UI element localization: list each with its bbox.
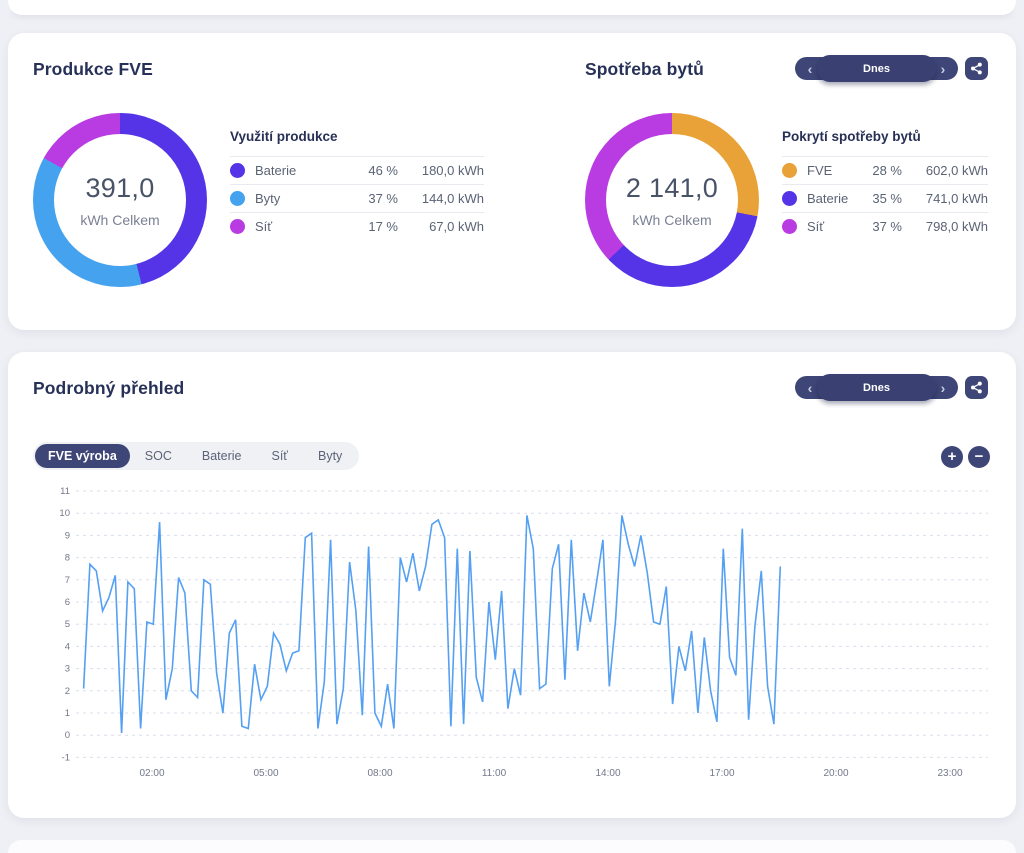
legend-row: Baterie 46 % 180,0 kWh <box>230 156 484 184</box>
next-day-button[interactable]: › <box>940 60 946 77</box>
svg-text:3: 3 <box>65 664 70 675</box>
production-total: 391,0 <box>85 172 155 203</box>
consumption-donut-chart: 2 141,0 kWh Celkem <box>585 113 759 287</box>
chart-tabs-row: FVE výroba SOC Baterie Síť Byty <box>33 442 1016 470</box>
legend-value: 67,0 kWh <box>429 219 484 234</box>
svg-text:5: 5 <box>65 619 70 630</box>
tab-baterie[interactable]: Baterie <box>201 449 242 463</box>
legend-label: Byty <box>255 191 281 206</box>
detail-card: Podrobný přehled ‹ Dnes › FVE výroba SOC… <box>8 352 1016 818</box>
legend-dot <box>782 191 797 206</box>
svg-text:11:00: 11:00 <box>482 768 507 779</box>
prev-day-button[interactable]: ‹ <box>807 60 813 77</box>
legend-percent: 46 % <box>368 163 398 178</box>
svg-text:05:00: 05:00 <box>253 768 278 779</box>
legend-value: 144,0 kWh <box>421 191 484 206</box>
legend-value: 798,0 kWh <box>925 219 988 234</box>
consumption-panel: Spotřeba bytů 2 141,0 kWh Celkem Pokrytí… <box>512 59 1016 330</box>
legend-percent: 35 % <box>872 191 902 206</box>
legend-row: FVE 28 % 602,0 kWh <box>782 156 988 184</box>
date-selector[interactable]: ‹ Dnes › <box>795 55 958 82</box>
legend-dot <box>782 219 797 234</box>
legend-label: Síť <box>807 219 825 234</box>
svg-text:0: 0 <box>65 730 70 741</box>
svg-text:1: 1 <box>65 708 70 719</box>
legend-dot <box>230 191 245 206</box>
production-total-unit: kWh Celkem <box>80 211 160 228</box>
consumption-total: 2 141,0 <box>625 172 719 203</box>
zoom-in-button[interactable]: + <box>941 446 963 468</box>
tab-fve-vyroba[interactable]: FVE výroba <box>35 444 130 468</box>
date-selector[interactable]: ‹ Dnes › <box>795 374 958 401</box>
svg-text:02:00: 02:00 <box>139 768 164 779</box>
legend-percent: 28 % <box>872 163 902 178</box>
legend-label: Baterie <box>807 191 849 206</box>
chart-zoom-controls: + − <box>941 446 990 468</box>
svg-text:23:00: 23:00 <box>937 768 962 779</box>
tab-byty[interactable]: Byty <box>317 449 343 463</box>
legend-percent: 17 % <box>368 219 398 234</box>
detail-title: Podrobný přehled <box>33 378 185 398</box>
svg-text:17:00: 17:00 <box>709 768 734 779</box>
fve-production-line-chart: -1 0 1 2 3 4 5 6 7 8 9 10 11 02:00 05:00 08:00 11:00 14:0… <box>59 486 988 779</box>
legend-dot <box>782 163 797 178</box>
production-legend: Využití produkce Baterie 46 % 180,0 kWh … <box>230 129 512 287</box>
tab-sit[interactable]: Síť <box>271 449 288 463</box>
production-donut-center: 391,0 kWh Celkem <box>54 134 186 266</box>
legend-row: Síť 17 % 67,0 kWh <box>230 212 484 240</box>
legend-value: 180,0 kWh <box>421 163 484 178</box>
production-donut-chart: 391,0 kWh Celkem <box>33 113 207 287</box>
share-button[interactable] <box>965 376 988 399</box>
svg-text:14:00: 14:00 <box>595 768 620 779</box>
svg-text:8: 8 <box>65 553 70 564</box>
svg-text:4: 4 <box>65 641 70 652</box>
consumption-total-unit: kWh Celkem <box>632 211 712 228</box>
consumption-legend-title: Pokrytí spotřeby bytů <box>782 129 921 144</box>
share-button[interactable] <box>965 57 988 80</box>
legend-percent: 37 % <box>872 219 902 234</box>
detail-card-controls: ‹ Dnes › <box>795 374 988 401</box>
legend-row: Síť 37 % 798,0 kWh <box>782 212 988 240</box>
zoom-out-button[interactable]: − <box>968 446 990 468</box>
share-icon <box>971 62 982 75</box>
date-selector-label[interactable]: Dnes <box>817 374 936 401</box>
next-day-button[interactable]: › <box>940 379 946 396</box>
legend-label: FVE <box>807 163 833 178</box>
legend-dot <box>230 163 245 178</box>
consumption-donut-center: 2 141,0 kWh Celkem <box>606 134 738 266</box>
date-selector-label[interactable]: Dnes <box>817 55 936 82</box>
legend-row: Baterie 35 % 741,0 kWh <box>782 184 988 212</box>
legend-row: Byty 37 % 144,0 kWh <box>230 184 484 212</box>
summary-card: Produkce FVE 391,0 kWh Celkem Využití pr… <box>8 33 1016 330</box>
svg-text:7: 7 <box>65 575 70 586</box>
previous-card-bottom-edge <box>8 0 1016 15</box>
legend-label: Baterie <box>255 163 297 178</box>
production-legend-title: Využití produkce <box>230 129 338 144</box>
legend-value: 741,0 kWh <box>925 191 988 206</box>
legend-value: 602,0 kWh <box>925 163 988 178</box>
chart-tabs: FVE výroba SOC Baterie Síť Byty <box>33 442 360 470</box>
summary-card-controls: ‹ Dnes › <box>795 55 988 82</box>
legend-percent: 37 % <box>368 191 398 206</box>
share-icon <box>971 381 982 394</box>
tab-soc[interactable]: SOC <box>144 449 172 463</box>
svg-text:20:00: 20:00 <box>823 768 848 779</box>
next-card-top-edge <box>8 840 1016 853</box>
legend-label: Síť <box>255 219 273 234</box>
svg-text:-1: -1 <box>62 752 70 763</box>
svg-text:10: 10 <box>59 508 70 519</box>
svg-text:11: 11 <box>60 486 70 497</box>
consumption-title: Spotřeba bytů <box>585 59 704 79</box>
svg-text:9: 9 <box>65 530 70 541</box>
production-title: Produkce FVE <box>33 59 153 79</box>
svg-text:6: 6 <box>65 597 70 608</box>
production-panel: Produkce FVE 391,0 kWh Celkem Využití pr… <box>8 59 512 330</box>
legend-dot <box>230 219 245 234</box>
svg-text:2: 2 <box>65 686 70 697</box>
svg-text:08:00: 08:00 <box>367 768 392 779</box>
line-chart: -1 0 1 2 3 4 5 6 7 8 9 10 11 02:00 05:00 08:00 11:00 14:0… <box>33 482 1016 782</box>
prev-day-button[interactable]: ‹ <box>807 379 813 396</box>
consumption-legend: Pokrytí spotřeby bytů FVE 28 % 602,0 kWh… <box>782 129 1016 287</box>
